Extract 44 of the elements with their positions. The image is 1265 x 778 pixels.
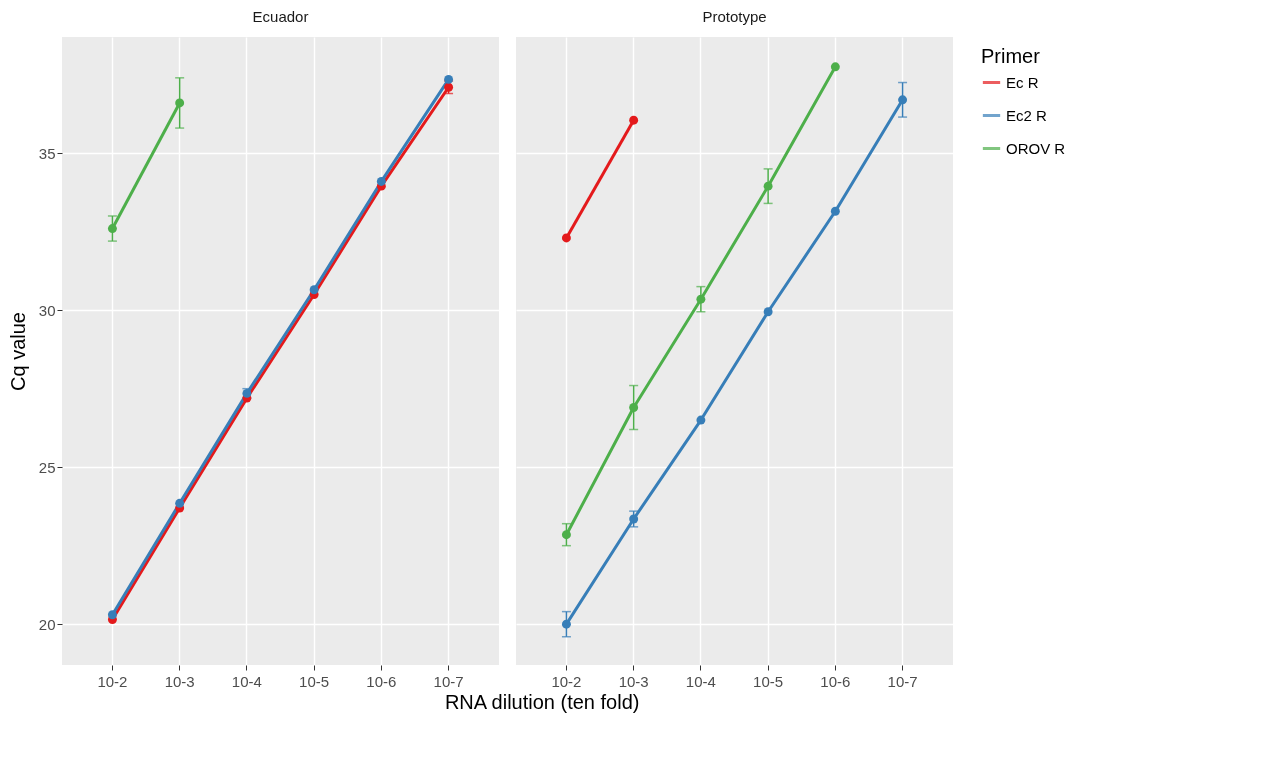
point xyxy=(561,619,571,629)
point xyxy=(561,530,571,540)
point xyxy=(309,285,319,295)
point xyxy=(376,176,386,186)
legend-title: Primer xyxy=(981,45,1041,67)
x-axis-title: RNA dilution (ten fold) xyxy=(444,691,640,713)
point xyxy=(444,74,454,84)
y-tick-label: 25 xyxy=(38,458,56,476)
point xyxy=(629,514,639,524)
x-tick-label: 10-7 xyxy=(433,672,464,690)
chart-title: Prototype xyxy=(702,8,767,25)
x-tick-label: 10-4 xyxy=(231,672,262,690)
legend-label: Ec R xyxy=(1006,73,1039,91)
point xyxy=(561,233,571,243)
y-axis-title: Cq value xyxy=(6,312,29,391)
point xyxy=(107,610,117,620)
x-tick-label: 10-5 xyxy=(753,672,784,690)
point xyxy=(830,62,840,72)
point xyxy=(175,98,185,108)
x-tick-label: 10-3 xyxy=(164,672,195,690)
point xyxy=(629,403,639,412)
point xyxy=(763,181,773,191)
x-tick-label: 10-7 xyxy=(887,672,918,690)
point xyxy=(898,95,908,105)
point xyxy=(830,206,840,216)
x-tick-label: 10-6 xyxy=(820,672,851,690)
x-tick-label: 10-6 xyxy=(366,672,397,690)
legend-label: OROV R xyxy=(1006,139,1066,157)
x-tick-label: 10-4 xyxy=(685,672,716,690)
point xyxy=(696,294,706,304)
point xyxy=(175,498,185,508)
x-tick-label: 10-2 xyxy=(551,672,582,690)
y-tick-label: 35 xyxy=(38,144,56,162)
x-tick-label: 10-5 xyxy=(299,672,330,690)
point xyxy=(107,224,117,233)
x-tick-label: 10-2 xyxy=(97,672,128,690)
y-tick-label: 30 xyxy=(38,301,56,319)
point xyxy=(696,415,706,425)
point xyxy=(763,307,773,317)
x-tick-label: 10-3 xyxy=(618,672,649,690)
legend-label: Ec2 R xyxy=(1006,106,1048,124)
y-tick-label: 20 xyxy=(38,615,56,633)
point xyxy=(629,115,639,125)
chart-title: Ecuador xyxy=(252,8,309,25)
